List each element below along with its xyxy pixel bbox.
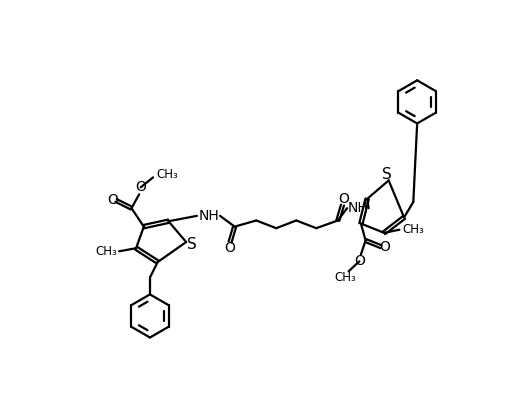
- Text: S: S: [187, 237, 196, 252]
- Text: O: O: [225, 241, 235, 255]
- Text: CH₃: CH₃: [402, 223, 424, 236]
- Text: CH₃: CH₃: [95, 245, 117, 258]
- Text: O: O: [354, 254, 365, 268]
- Text: S: S: [382, 167, 392, 182]
- Text: CH₃: CH₃: [335, 271, 356, 284]
- Text: O: O: [339, 192, 350, 206]
- Text: O: O: [107, 193, 118, 207]
- Text: O: O: [135, 180, 146, 194]
- Text: O: O: [379, 240, 390, 254]
- Text: CH₃: CH₃: [156, 168, 178, 181]
- Text: NH: NH: [347, 201, 368, 215]
- Text: NH: NH: [199, 209, 220, 223]
